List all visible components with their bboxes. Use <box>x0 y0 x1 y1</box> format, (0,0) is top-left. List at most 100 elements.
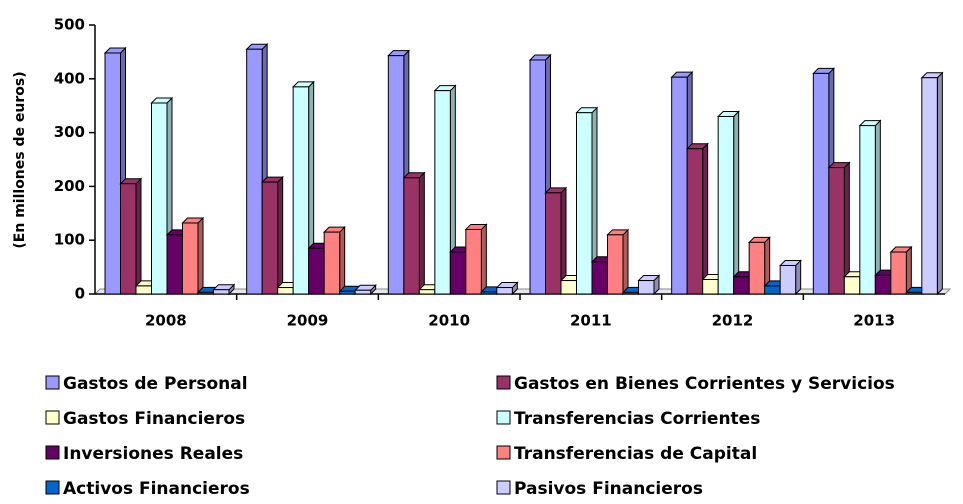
bar <box>464 223 488 296</box>
bar <box>637 274 661 296</box>
bar-front <box>812 72 830 295</box>
bar <box>353 284 377 296</box>
bar-side-shade <box>277 177 283 294</box>
y-tick-label: 300 <box>54 123 85 141</box>
bar <box>402 171 426 296</box>
bar-side-shade <box>370 285 376 294</box>
bar-front <box>354 289 372 295</box>
bar-side-shade <box>795 260 801 294</box>
bar-side-shade <box>308 81 314 295</box>
bar-front <box>717 115 735 295</box>
bar-front <box>686 148 704 295</box>
legend-label: Pasivos Financieros <box>514 479 703 499</box>
bar-front <box>607 234 624 295</box>
bar <box>212 283 236 296</box>
bar-front <box>292 86 310 295</box>
y-tick-label: 100 <box>54 231 85 249</box>
bar <box>889 245 913 296</box>
bar-front <box>843 276 861 295</box>
bar-front <box>480 291 498 295</box>
bar-front <box>261 181 279 295</box>
bar <box>920 71 944 296</box>
legend-swatch <box>496 480 511 495</box>
bar-front <box>308 247 325 295</box>
bar-front <box>197 291 214 295</box>
legend-label: Activos Financieros <box>63 479 250 499</box>
bar-front <box>496 287 513 295</box>
bar-front <box>339 290 356 295</box>
bar-side-shade <box>481 224 487 294</box>
bar <box>858 119 882 296</box>
y-tick-label: 400 <box>54 69 85 87</box>
bar-front <box>890 251 907 295</box>
legend-swatch <box>45 410 60 425</box>
bar <box>747 236 771 296</box>
x-tick-label: 2008 <box>145 312 187 330</box>
legend-swatch <box>45 480 60 495</box>
y-tick-label: 0 <box>75 285 85 303</box>
bar-side-shade <box>198 217 203 294</box>
bar <box>778 259 802 296</box>
bar-front <box>449 251 467 295</box>
legend-label: Transferencias de Capital <box>514 444 757 464</box>
legend-label: Gastos en Bienes Corrientes y Servicios <box>514 374 895 394</box>
bar-side-shade <box>339 227 345 294</box>
legend-label: Gastos Financieros <box>63 409 245 429</box>
bar-front <box>213 289 230 295</box>
legend-swatch <box>45 375 60 390</box>
bar-side-shade <box>136 178 141 294</box>
bar <box>544 186 568 296</box>
bar-front <box>622 291 639 295</box>
bar-front <box>905 291 923 295</box>
y-tick-label: 500 <box>54 16 85 34</box>
bar <box>827 161 851 296</box>
bar-side-shade <box>937 72 943 294</box>
bar-front <box>764 285 781 295</box>
bar-front <box>529 59 546 295</box>
bar-front <box>779 264 797 295</box>
bar-front <box>545 192 562 295</box>
bar-front <box>465 228 482 295</box>
bar <box>606 228 630 296</box>
bar-front <box>323 231 341 295</box>
bar-front <box>748 241 766 295</box>
legend-label: Inversiones Reales <box>63 444 243 464</box>
legend-swatch <box>45 445 60 460</box>
bar-front <box>387 55 405 295</box>
y-tick-label: 200 <box>54 177 85 195</box>
legend-label: Transferencias Corrientes <box>514 409 760 429</box>
bar <box>322 225 346 296</box>
x-tick-label: 2009 <box>287 312 329 330</box>
bar-front <box>182 222 199 295</box>
bar-side-shade <box>654 275 659 294</box>
bar-front <box>277 287 294 295</box>
bar-front <box>874 274 892 295</box>
bar-front <box>135 285 152 295</box>
legend-swatch <box>496 410 511 425</box>
bar <box>433 84 457 296</box>
bar-side-shade <box>419 172 425 294</box>
bar-front <box>576 112 593 295</box>
bar-front <box>859 125 876 295</box>
bar-front <box>702 278 719 295</box>
bar-side-shade <box>906 247 912 294</box>
bar-side-shade <box>512 282 518 294</box>
bar-front <box>151 102 168 295</box>
legend-swatch <box>496 375 511 390</box>
bar-side-shade <box>592 107 597 294</box>
bar-side-shade <box>561 187 566 294</box>
bar-front <box>434 90 451 295</box>
bar <box>685 142 709 296</box>
bar-side-shade <box>450 85 456 294</box>
x-tick-label: 2013 <box>853 312 895 330</box>
bar-side-shade <box>623 229 628 294</box>
bar-front <box>403 177 420 295</box>
legend-label: Gastos de Personal <box>63 374 248 394</box>
bar <box>260 175 284 296</box>
bar-front <box>104 52 121 295</box>
bar-front <box>166 234 183 295</box>
bar-side-shade <box>702 143 708 294</box>
bar <box>181 216 205 296</box>
bar-front <box>921 77 938 295</box>
